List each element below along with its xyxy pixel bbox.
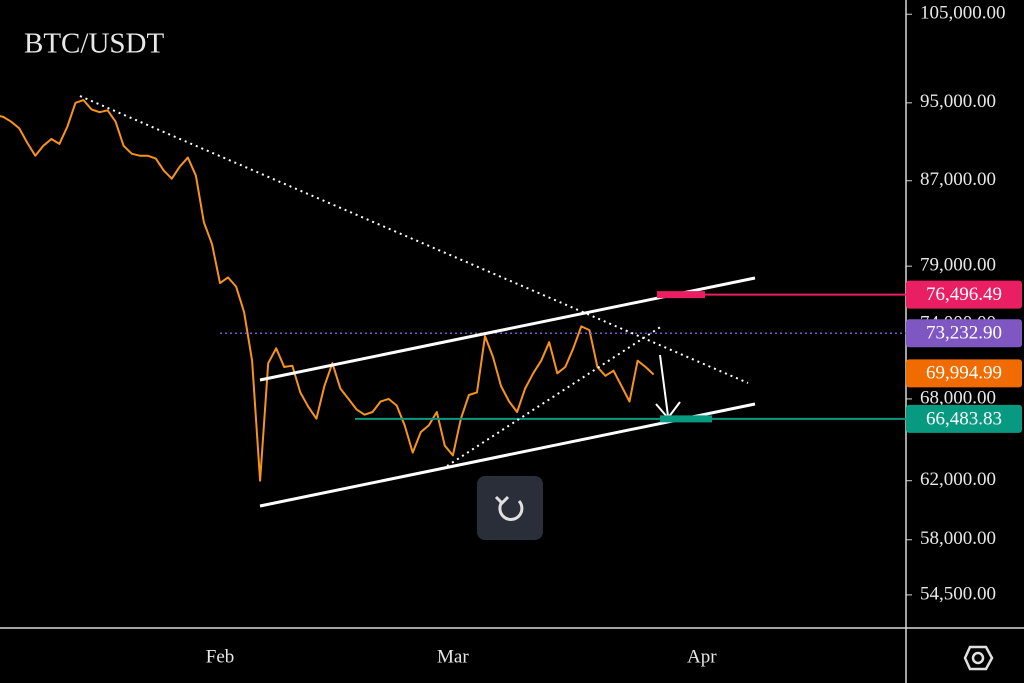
price-label: 69,994.99 [926,363,1002,384]
y-tick-label: 105,000.00 [920,3,1006,24]
settings-button[interactable] [963,645,994,671]
arrow-shaft [659,354,669,417]
y-tick-label: 54,500.00 [920,583,996,604]
x-tick-label: Apr [687,646,717,667]
price-label-box [906,280,1022,309]
dotted-trendline [79,95,749,384]
reset-button[interactable] [477,476,543,540]
settings-icon-center [971,651,985,665]
y-tick-label: 79,000.00 [920,255,996,276]
reset-icon-arrow [494,495,510,506]
price-label: 73,232.90 [926,323,1002,344]
y-tick-label: 68,000.00 [920,387,996,408]
price-label-box [906,404,1022,433]
chart-title: BTC/USDT [24,28,164,60]
price-line [0,99,655,482]
settings-icon[interactable] [963,645,994,671]
x-tick-label: Mar [437,646,469,667]
reset-icon [498,499,524,521]
x-tick-label: Feb [206,646,235,667]
y-tick-label: 62,000.00 [920,469,996,490]
y-tick-label: 58,000.00 [920,528,996,549]
reset-button-bg[interactable] [477,476,543,540]
price-label: 66,483.83 [926,408,1002,429]
price-label-box [906,319,1022,348]
price-label-box [906,359,1022,388]
dotted-support [446,325,663,467]
y-tick-label: 95,000.00 [920,91,996,112]
y-tick-label: 87,000.00 [920,169,996,190]
price-label: 76,496.49 [926,284,1002,305]
